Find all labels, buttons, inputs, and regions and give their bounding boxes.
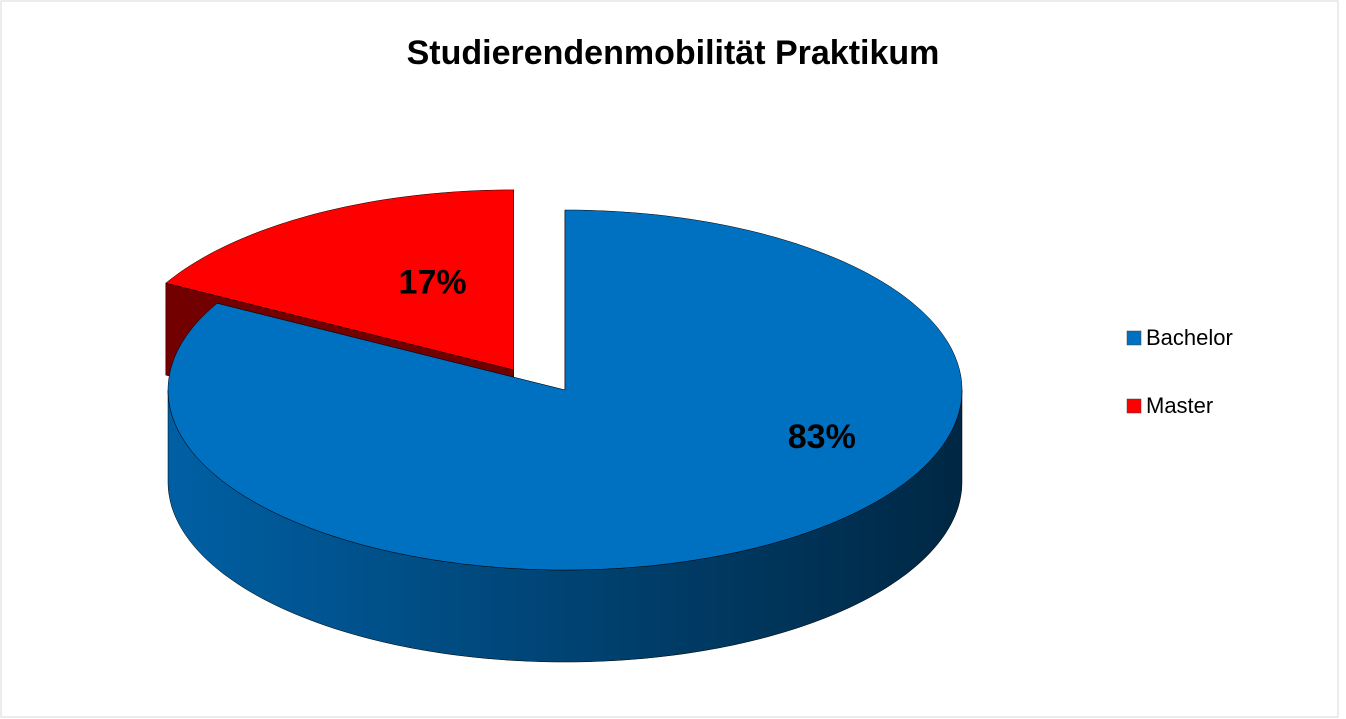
slice <box>165 189 514 371</box>
slice-side-shade <box>168 390 962 662</box>
legend-swatch <box>1126 398 1142 414</box>
legend-label: Master <box>1146 393 1213 418</box>
chart-title: Studierendenmobilität Praktikum <box>407 34 940 72</box>
legend-swatch <box>1126 330 1142 346</box>
data-label: 83% <box>788 418 856 456</box>
data-label: 17% <box>399 264 467 302</box>
legend-label: Bachelor <box>1146 325 1233 350</box>
slice <box>167 209 963 571</box>
